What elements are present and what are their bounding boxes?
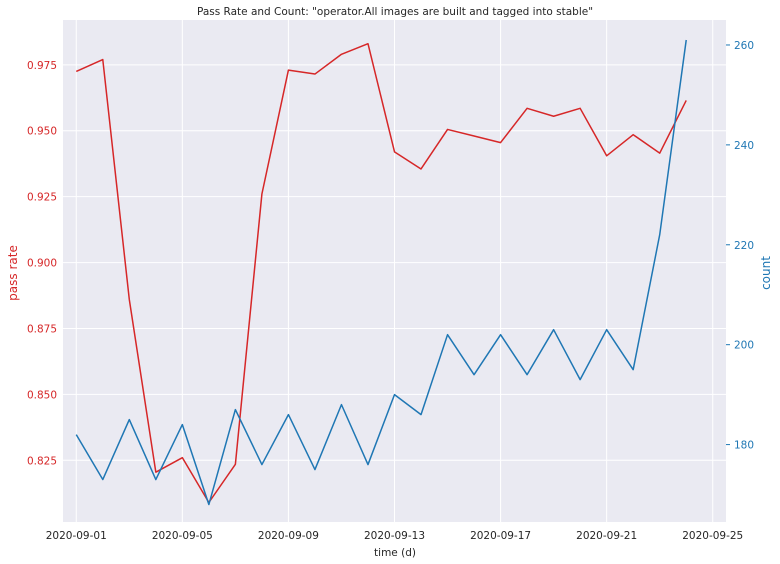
right-tick-labels: 180 200 220 240 260 <box>726 40 754 452</box>
right-axis-label: count <box>759 256 773 290</box>
right-tick-label: 200 <box>734 340 754 352</box>
x-tick-label: 2020-09-21 <box>576 530 637 542</box>
x-tick-labels: 2020-09-01 2020-09-05 2020-09-09 2020-09-13… <box>46 530 744 542</box>
series-lines <box>75 39 687 506</box>
right-tick-label: 240 <box>734 140 754 152</box>
right-tick-label: 260 <box>734 40 754 52</box>
count-line <box>75 39 687 506</box>
x-tick-label: 2020-09-13 <box>364 530 425 542</box>
left-tick-label: 0.975 <box>27 60 57 72</box>
left-tick-label: 0.925 <box>27 192 57 204</box>
left-axis-label: pass rate <box>6 245 20 301</box>
x-gridlines <box>75 20 714 522</box>
left-tick-labels: 0.825 0.850 0.875 0.900 0.925 0.950 0.975 <box>27 60 57 467</box>
y-gridlines <box>63 64 726 461</box>
left-tick-label: 0.825 <box>27 455 57 467</box>
chart-title: Pass Rate and Count: "operator.All image… <box>197 6 593 18</box>
x-tick-label: 2020-09-09 <box>258 530 319 542</box>
x-axis-label: time (d) <box>374 547 416 559</box>
x-tick-label: 2020-09-25 <box>682 530 743 542</box>
left-tick-label: 0.900 <box>27 258 57 270</box>
pass-rate-line <box>75 42 687 504</box>
left-tick-label: 0.850 <box>27 389 57 401</box>
right-tick-label: 180 <box>734 440 754 452</box>
right-tick-label: 220 <box>734 240 754 252</box>
left-tick-label: 0.950 <box>27 126 57 138</box>
left-tick-label: 0.875 <box>27 323 57 335</box>
x-tick-label: 2020-09-01 <box>46 530 107 542</box>
x-tick-label: 2020-09-17 <box>470 530 531 542</box>
x-tick-label: 2020-09-05 <box>152 530 213 542</box>
